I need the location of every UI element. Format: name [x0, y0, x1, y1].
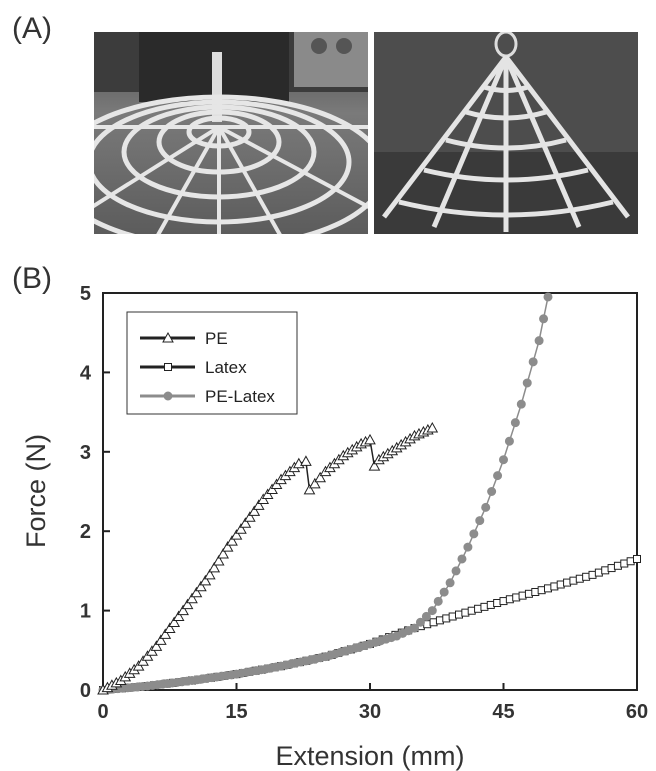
panel-label-b: (B)	[12, 262, 52, 295]
data-point	[439, 587, 449, 597]
data-point	[539, 314, 549, 324]
data-point	[244, 511, 256, 522]
y-axis-ticks: 0 1 2 3 4 5	[80, 283, 110, 702]
data-point	[186, 592, 198, 604]
spider-web-model-photo	[94, 32, 368, 234]
data-point	[410, 623, 419, 633]
x-tick-label: 45	[492, 701, 514, 723]
series-layer	[97, 292, 641, 695]
spider-web-lifted-photo	[374, 32, 638, 234]
y-tick-label: 5	[80, 283, 91, 305]
data-point	[172, 610, 185, 622]
data-point	[633, 554, 641, 563]
data-point	[510, 418, 520, 428]
data-point	[499, 455, 508, 465]
data-point	[415, 617, 425, 627]
data-point	[303, 483, 316, 495]
y-axis-title: Force (N)	[21, 434, 51, 548]
data-point	[314, 471, 327, 483]
data-point	[300, 455, 312, 466]
data-point	[475, 516, 485, 526]
panel-label-a: (A)	[12, 12, 52, 45]
data-point	[155, 634, 167, 645]
data-point	[221, 541, 234, 552]
data-point	[522, 378, 532, 388]
x-tick-label: 60	[626, 701, 648, 723]
data-point	[248, 505, 261, 516]
x-tick-label: 0	[97, 701, 108, 723]
data-point	[308, 477, 321, 489]
series-latex	[99, 554, 641, 694]
data-point	[163, 622, 176, 633]
data-point	[463, 542, 473, 552]
data-point	[457, 554, 467, 564]
series-pe-latex	[98, 292, 553, 695]
data-point	[168, 616, 181, 628]
data-point	[199, 574, 212, 586]
data-point	[159, 628, 172, 639]
data-point	[445, 578, 455, 588]
data-point	[195, 580, 207, 592]
data-point	[203, 568, 216, 580]
data-point	[451, 566, 461, 576]
x-tick-label: 15	[225, 701, 247, 723]
x-tick-label: 30	[359, 701, 381, 723]
data-point	[426, 421, 439, 433]
data-point	[226, 535, 238, 546]
data-point	[208, 561, 221, 573]
y-tick-label: 2	[80, 521, 91, 543]
data-point	[212, 554, 225, 566]
y-tick-label: 4	[80, 362, 92, 384]
legend: PE Latex PE-Latex	[126, 311, 298, 415]
data-point	[181, 598, 194, 610]
data-point	[528, 357, 538, 367]
data-point	[487, 487, 497, 496]
data-point	[433, 596, 443, 606]
legend-label: PE	[205, 329, 228, 348]
legend-label: Latex	[205, 358, 247, 377]
series-pe	[97, 421, 439, 695]
legend-marker	[164, 363, 172, 371]
data-point	[516, 399, 526, 409]
y-tick-label: 0	[80, 680, 91, 702]
series-line	[102, 558, 638, 691]
data-point	[469, 529, 479, 539]
data-point	[177, 604, 189, 616]
data-point	[150, 640, 163, 651]
data-point	[493, 471, 503, 481]
data-point	[190, 586, 203, 598]
data-point	[504, 436, 514, 446]
y-tick-label: 1	[80, 601, 91, 623]
data-point	[230, 529, 243, 540]
legend-label: PE-Latex	[205, 387, 275, 406]
data-point	[235, 523, 247, 534]
data-point	[481, 502, 491, 512]
data-point	[217, 547, 229, 559]
y-tick-label: 3	[80, 442, 91, 464]
data-point	[543, 292, 553, 302]
legend-marker	[163, 391, 173, 401]
data-point	[368, 460, 381, 471]
legend-marker	[162, 331, 174, 343]
data-point	[252, 499, 265, 510]
data-point	[534, 336, 544, 346]
data-point	[364, 433, 376, 445]
data-point	[427, 606, 437, 616]
x-axis-title: Extension (mm)	[275, 741, 464, 771]
data-point	[421, 611, 431, 621]
data-point	[239, 517, 252, 528]
